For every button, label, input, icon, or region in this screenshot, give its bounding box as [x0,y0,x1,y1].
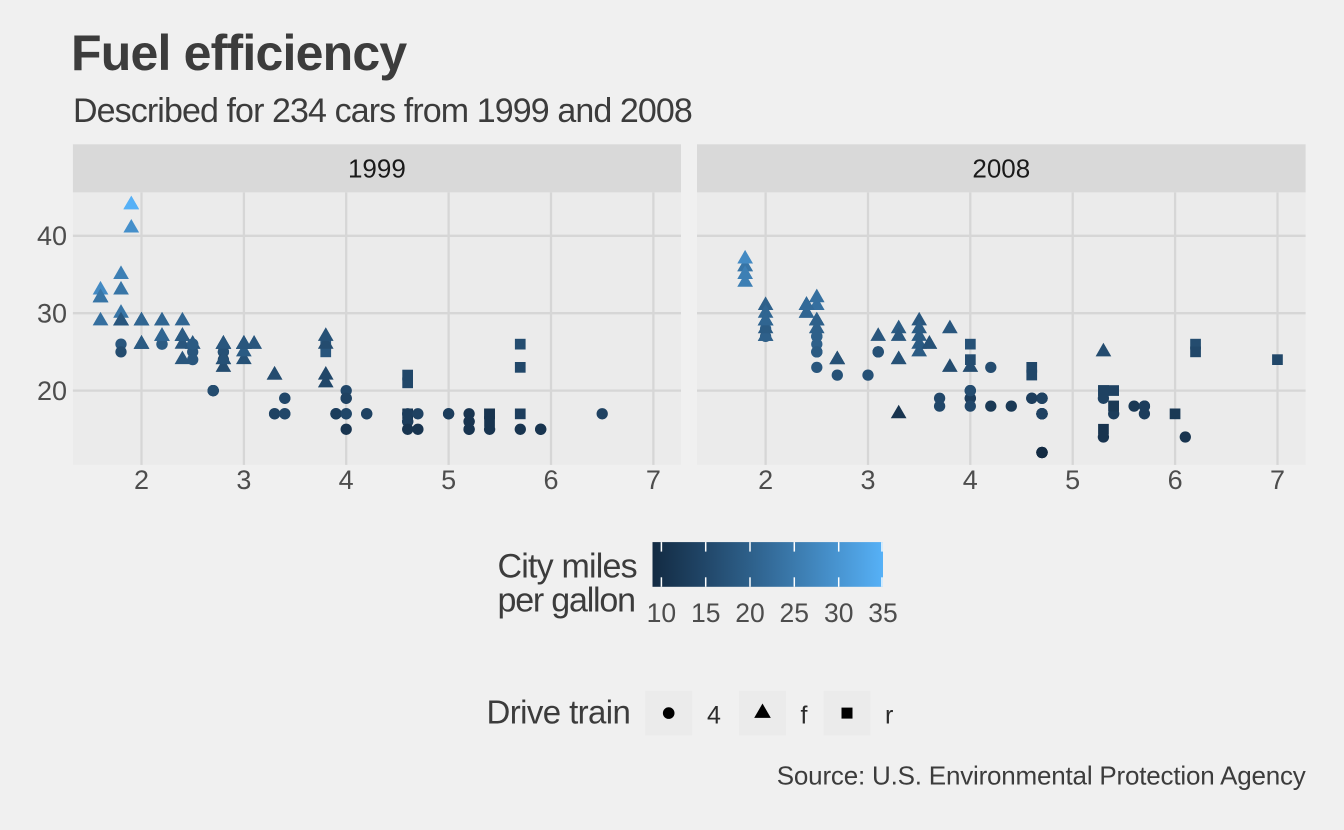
svg-text:Source: U.S. Environmental Pro: Source: U.S. Environmental Protection Ag… [777,760,1306,790]
svg-text:r: r [885,702,893,730]
svg-text:30: 30 [37,299,67,329]
svg-text:Fuel efficiency: Fuel efficiency [71,25,407,81]
svg-text:10: 10 [647,598,676,628]
svg-text:15: 15 [691,598,720,628]
svg-text:5: 5 [441,465,456,495]
svg-text:7: 7 [646,465,661,495]
svg-text:7: 7 [1270,465,1285,495]
svg-text:3: 3 [860,465,875,495]
svg-text:20: 20 [37,376,67,406]
svg-text:2: 2 [134,465,149,495]
svg-text:6: 6 [1168,465,1183,495]
svg-text:Described for 234 cars from 19: Described for 234 cars from 1999 and 200… [73,92,692,130]
svg-text:Drive train: Drive train [487,694,631,731]
svg-text:2008: 2008 [972,154,1030,184]
svg-text:f: f [801,702,808,730]
svg-text:1999: 1999 [348,154,406,184]
svg-text:30: 30 [824,598,853,628]
svg-text:40: 40 [37,221,67,251]
svg-text:3: 3 [236,465,251,495]
svg-text:25: 25 [780,598,809,628]
svg-text:35: 35 [868,598,897,628]
svg-text:4: 4 [707,702,721,730]
svg-text:2: 2 [758,465,773,495]
svg-text:6: 6 [543,465,558,495]
svg-text:4: 4 [963,465,978,495]
svg-text:City miles: City miles [498,547,637,585]
svg-text:4: 4 [339,465,354,495]
svg-text:5: 5 [1065,465,1080,495]
svg-text:per gallon: per gallon [498,581,635,619]
svg-text:20: 20 [735,598,764,628]
